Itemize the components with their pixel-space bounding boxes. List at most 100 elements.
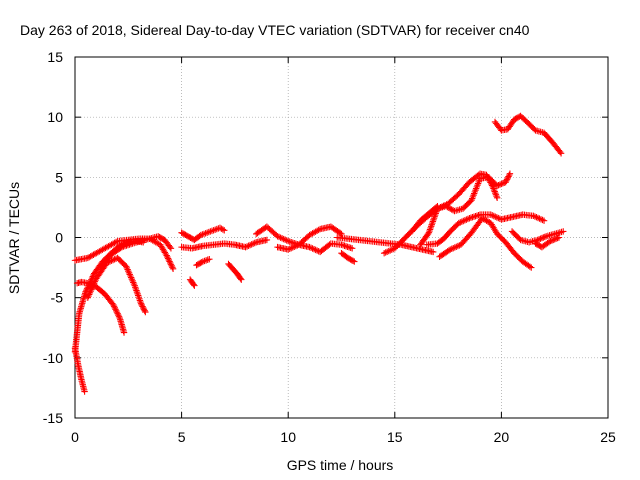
data-point: [191, 282, 198, 289]
series-arc10: [193, 255, 213, 269]
data-point: [490, 212, 497, 220]
data-markers: [71, 112, 567, 395]
data-point: [113, 309, 121, 316]
data-point: [288, 244, 295, 252]
data-point: [495, 214, 502, 222]
plot-frame: [74, 56, 609, 419]
data-point: [453, 243, 460, 250]
data-point: [498, 180, 505, 188]
data-point: [307, 244, 315, 252]
data-point: [168, 262, 175, 270]
data-point: [81, 388, 88, 395]
data-point: [139, 303, 146, 310]
data-point: [547, 237, 554, 245]
data-point: [137, 300, 145, 307]
data-point: [165, 256, 173, 264]
series-arc2: [73, 278, 128, 336]
data-point: [283, 237, 290, 244]
data-point: [86, 279, 94, 286]
data-point: [493, 193, 500, 200]
data-point: [218, 225, 225, 232]
data-point: [164, 255, 172, 262]
data-point: [108, 257, 115, 264]
data-point: [382, 249, 389, 256]
series-arc23: [532, 234, 563, 251]
data-point: [533, 214, 540, 221]
data-point: [539, 216, 546, 224]
data-point: [140, 304, 147, 312]
y-tick-label: -15: [43, 410, 63, 426]
data-point: [274, 233, 281, 240]
data-point: [506, 170, 514, 177]
data-point: [115, 313, 123, 320]
data-point: [492, 213, 499, 220]
x-tick-label: 5: [178, 429, 186, 445]
x-axis-label: GPS time / hours: [287, 457, 394, 473]
data-point: [388, 246, 395, 253]
y-tick-label: -10: [43, 350, 63, 366]
data-point: [463, 216, 470, 223]
data-point: [263, 236, 271, 244]
data-point: [461, 217, 469, 224]
data-point: [506, 171, 513, 179]
data-point: [493, 182, 501, 189]
data-point: [167, 259, 174, 267]
data-point: [286, 245, 293, 253]
data-point: [540, 217, 548, 224]
data-point: [237, 275, 244, 282]
data-point: [138, 301, 146, 309]
data-point: [115, 311, 122, 319]
series-arc20: [436, 215, 535, 271]
data-point: [383, 248, 391, 255]
data-point: [503, 177, 510, 184]
data-point: [424, 230, 432, 238]
data-point: [505, 173, 512, 180]
data-point: [487, 211, 494, 218]
data-point: [530, 212, 537, 220]
data-point: [556, 148, 564, 156]
data-point: [246, 241, 254, 249]
data-point: [196, 232, 203, 240]
data-point: [387, 247, 394, 254]
data-point: [275, 233, 283, 241]
data-point: [434, 203, 441, 210]
data-point: [429, 248, 437, 256]
data-point: [112, 238, 120, 246]
data-point: [557, 150, 565, 157]
data-point: [540, 234, 547, 241]
data-point: [83, 285, 91, 292]
data-point: [142, 308, 149, 316]
data-point: [292, 242, 300, 250]
data-point: [554, 234, 561, 242]
data-point: [454, 242, 462, 250]
data-point: [238, 276, 245, 283]
data-point: [555, 234, 563, 241]
data-point: [166, 243, 174, 251]
data-point: [455, 219, 462, 227]
data-point: [85, 282, 92, 289]
series-arc5: [84, 254, 149, 316]
data-point: [169, 265, 177, 272]
data-point: [242, 243, 249, 251]
data-point: [433, 204, 440, 211]
series-arc6: [97, 233, 175, 271]
data-point: [285, 246, 292, 253]
data-point: [338, 230, 345, 238]
data-point: [109, 256, 117, 264]
data-point: [537, 235, 544, 242]
data-point: [336, 229, 344, 237]
data-point: [278, 235, 286, 242]
data-point: [348, 245, 356, 252]
data-point: [535, 236, 543, 243]
data-point: [534, 214, 542, 222]
data-point: [541, 233, 548, 241]
data-point: [198, 259, 205, 266]
data-point: [164, 253, 171, 261]
data-point: [536, 215, 543, 222]
x-tick-label: 25: [600, 429, 616, 445]
data-point: [167, 245, 175, 252]
y-tick-label: 10: [47, 109, 63, 125]
data-point: [528, 264, 535, 271]
data-point: [113, 307, 120, 314]
